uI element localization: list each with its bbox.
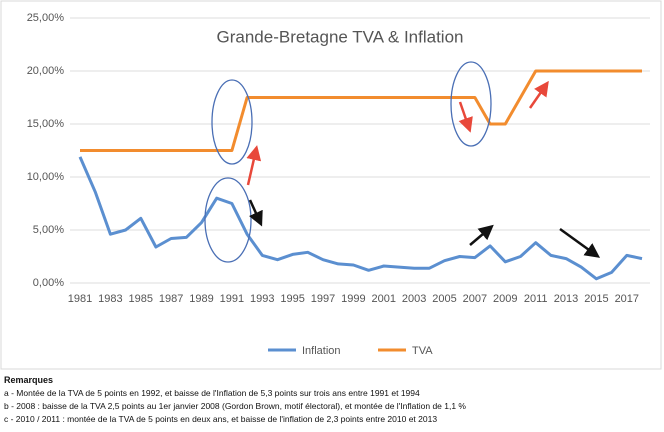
ellipse bbox=[211, 79, 253, 165]
remark: a - Montée de la TVA de 5 points en 1992… bbox=[4, 388, 420, 398]
legend: Inflation TVA bbox=[268, 345, 433, 357]
x-tick-label: 1989 bbox=[189, 293, 213, 305]
x-tick-label: 2011 bbox=[524, 293, 548, 305]
x-tick-label: 2015 bbox=[584, 293, 608, 305]
x-tick-label: 1993 bbox=[250, 293, 274, 305]
y-tick-label: 0,00% bbox=[33, 277, 64, 289]
arrow bbox=[528, 80, 549, 109]
y-tick-label: 25,00% bbox=[27, 12, 65, 24]
chart-title: Grande-Bretagne TVA & Inflation bbox=[217, 27, 464, 46]
x-tick-label: 1995 bbox=[280, 293, 304, 305]
legend-label: Inflation bbox=[302, 345, 341, 357]
x-tick-label: 2003 bbox=[402, 293, 426, 305]
plot bbox=[78, 69, 643, 281]
x-tick-label: 1997 bbox=[311, 293, 335, 305]
remark: c - 2010 / 2011 : montée de la TVA de 5 … bbox=[4, 414, 438, 424]
arrow bbox=[469, 224, 494, 246]
arrow bbox=[246, 145, 262, 186]
x-tick-label: 1999 bbox=[341, 293, 365, 305]
x-tick-label: 2001 bbox=[372, 293, 396, 305]
arrow bbox=[458, 101, 473, 133]
y-tick-label: 15,00% bbox=[27, 118, 65, 130]
x-tick-label: 1991 bbox=[220, 293, 244, 305]
y-tick-label: 10,00% bbox=[27, 171, 65, 183]
x-tick-label: 2005 bbox=[432, 293, 456, 305]
chart: 0,00% 5,00% 10,00% 15,00% 20,00% 25,00% 1981 19… bbox=[0, 0, 662, 370]
ellipse bbox=[450, 61, 492, 147]
x-tick-label: 2009 bbox=[493, 293, 517, 305]
x-tick-label: 1987 bbox=[159, 293, 183, 305]
x-tick-label: 1981 bbox=[68, 293, 92, 305]
series-line bbox=[78, 156, 643, 281]
y-tick-label: 5,00% bbox=[33, 224, 64, 236]
series-line bbox=[80, 69, 642, 152]
grid: 0,00% 5,00% 10,00% 15,00% 20,00% 25,00% 1981 19… bbox=[27, 12, 650, 305]
chart-frame bbox=[0, 0, 662, 370]
remark: b - 2008 : baisse de la TVA 2,5 points a… bbox=[4, 401, 466, 411]
arrow bbox=[559, 227, 601, 258]
legend-label: TVA bbox=[412, 345, 433, 357]
arrow bbox=[248, 199, 263, 227]
x-tick-label: 2007 bbox=[463, 293, 487, 305]
remarks: Remarques a - Montée de la TVA de 5 poin… bbox=[4, 374, 466, 426]
x-tick-label: 2013 bbox=[554, 293, 578, 305]
x-tick-label: 1985 bbox=[129, 293, 153, 305]
x-tick-label: 1983 bbox=[98, 293, 122, 305]
y-tick-label: 20,00% bbox=[27, 65, 65, 77]
arrows bbox=[246, 80, 601, 258]
x-tick-label: 2017 bbox=[615, 293, 639, 305]
remarks-title: Remarques bbox=[4, 375, 54, 385]
